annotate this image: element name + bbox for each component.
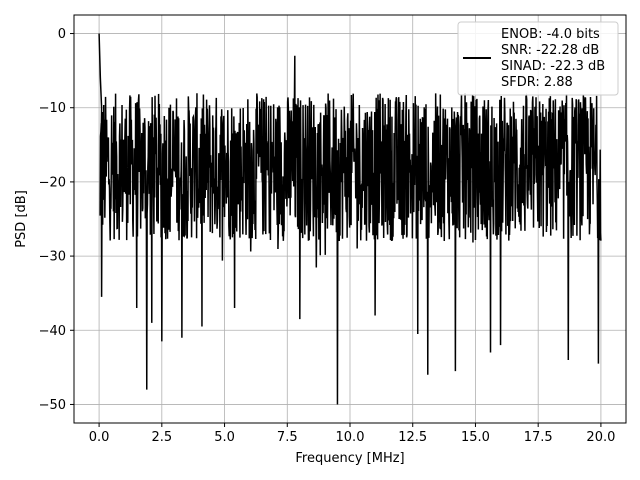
x-tick-label: 12.5	[398, 430, 427, 445]
x-axis-ticks: 0.0 2.5 5.0 7.5 10.0 12.5 15.0 17.5 20.0	[89, 423, 615, 445]
plot-area	[98, 33, 602, 405]
y-axis-ticks: 0 −10 −20 −30 −40 −50	[39, 27, 74, 413]
x-tick-label: 2.5	[151, 430, 172, 445]
y-tick-label: −50	[39, 398, 66, 413]
y-tick-label: −20	[39, 175, 66, 190]
x-tick-label: 7.5	[277, 430, 298, 445]
legend-entry-sfdr: SFDR: 2.88	[501, 75, 573, 90]
x-tick-label: 10.0	[336, 430, 365, 445]
x-tick-label: 5.0	[214, 430, 235, 445]
y-tick-label: 0	[58, 27, 66, 42]
legend-entry-enob: ENOB: -4.0 bits	[501, 27, 600, 42]
y-tick-label: −40	[39, 324, 66, 339]
legend: ENOB: -4.0 bits SNR: -22.28 dB SINAD: -2…	[457, 21, 619, 96]
y-axis-label: PSD [dB]	[14, 190, 29, 248]
x-axis-label: Frequency [MHz]	[295, 451, 404, 466]
x-tick-label: 15.0	[461, 430, 490, 445]
legend-box	[457, 21, 619, 96]
x-tick-label: 0.0	[89, 430, 110, 445]
y-tick-label: −30	[39, 250, 66, 265]
legend-entry-sinad: SINAD: -22.3 dB	[501, 59, 605, 74]
x-tick-label: 17.5	[524, 430, 553, 445]
psd-series-line	[98, 33, 602, 405]
x-tick-label: 20.0	[586, 430, 615, 445]
legend-entry-snr: SNR: -22.28 dB	[501, 43, 599, 58]
y-tick-label: −10	[39, 101, 66, 116]
